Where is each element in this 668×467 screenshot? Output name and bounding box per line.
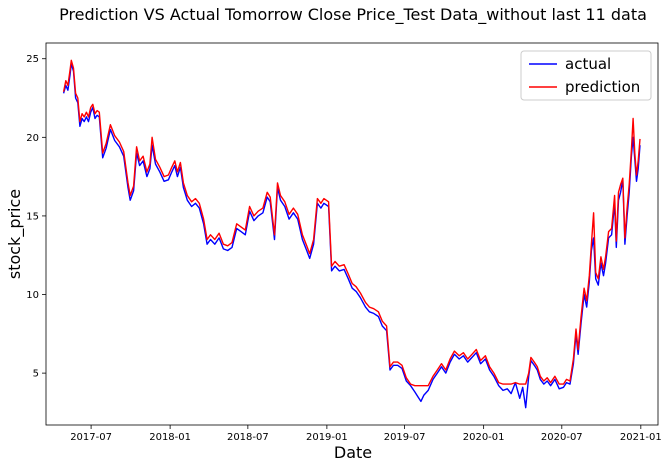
y-tick-label: 15 (26, 211, 39, 222)
x-tick-label: 2017-07 (70, 432, 112, 443)
legend-label-actual: actual (565, 55, 611, 73)
plot-area: 5 10 15 20 25 2017-07 2018-01 2018-07 2019-01 201… (26, 42, 662, 443)
x-tick-label: 2020-01 (463, 432, 505, 443)
y-tick-label: 5 (33, 369, 39, 380)
x-axis-label: Date (334, 443, 372, 462)
legend-label-prediction: prediction (565, 78, 640, 96)
plot-frame (45, 42, 659, 426)
y-tick-label: 10 (26, 290, 39, 301)
y-axis-label: stock_price (5, 189, 25, 279)
y-tick-label: 20 (26, 133, 39, 144)
x-tick-label: 2019-07 (384, 432, 426, 443)
x-tick-label: 2021-01 (620, 432, 662, 443)
chart-title: Prediction VS Actual Tomorrow Close Pric… (59, 5, 647, 25)
x-tick-label: 2019-01 (306, 432, 348, 443)
x-tick-label: 2020-07 (541, 432, 583, 443)
series-line-prediction (62, 59, 641, 387)
legend: actual prediction (520, 50, 652, 101)
y-tick-label: 25 (26, 54, 39, 65)
series-line-actual (62, 62, 641, 409)
x-tick-label: 2018-07 (227, 432, 269, 443)
x-tick-label: 2018-01 (149, 432, 191, 443)
